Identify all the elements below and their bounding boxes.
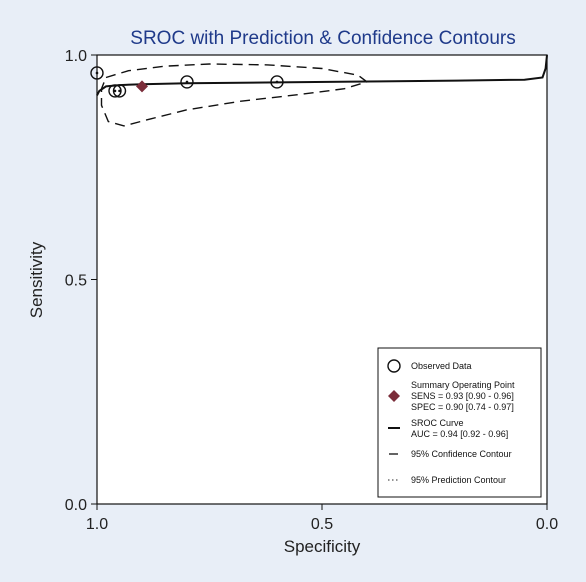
series-layer <box>90 54 548 127</box>
y-tick-label-2: 1.0 <box>65 48 87 65</box>
x-tick-label-2: 0.0 <box>536 516 558 533</box>
chart-title: SROC with Prediction & Confidence Contou… <box>130 28 515 49</box>
y-tick-label-1: 0.5 <box>65 273 87 290</box>
legend-prediction-label: 95% Prediction Contour <box>411 475 506 485</box>
observed-point-0 <box>90 66 104 80</box>
legend-spec-label: SPEC = 0.90 [0.74 - 0.97] <box>411 402 514 412</box>
legend-sens-label: SENS = 0.93 [0.90 - 0.96] <box>411 391 514 401</box>
axis-ticks <box>91 54 548 510</box>
observed-point-4 <box>270 75 284 89</box>
summary-operating-point <box>136 80 148 93</box>
tick-labels: 1.0 0.5 0.0 0.0 0.5 1.0 <box>65 48 558 533</box>
legend-observed-symbol <box>387 359 401 373</box>
legend: Observed Data Summary Operating Point SE… <box>377 347 542 498</box>
observed-point-center-3 <box>185 80 189 84</box>
observed-point-center-4 <box>275 80 279 84</box>
legend-summary-symbol <box>388 390 400 402</box>
legend-confidence-label: 95% Confidence Contour <box>411 449 512 459</box>
observed-point-center-1 <box>113 89 117 93</box>
observed-point-1 <box>108 84 122 98</box>
x-axis-label: Specificity <box>284 537 361 556</box>
legend-box <box>377 347 542 498</box>
observed-point-2 <box>112 84 127 98</box>
x-tick-label-1: 0.5 <box>311 516 333 533</box>
legend-observed-label: Observed Data <box>411 361 472 371</box>
y-axis-label: Sensitivity <box>27 241 46 318</box>
legend-auc-label: AUC = 0.94 [0.92 - 0.96] <box>411 429 508 439</box>
confidence-contour <box>100 63 369 127</box>
y-tick-label-0: 0.0 <box>65 497 87 514</box>
observed-point-3 <box>180 75 194 89</box>
legend-summary-label: Summary Operating Point <box>411 380 515 390</box>
observed-point-center-0 <box>95 71 99 75</box>
x-tick-label-0: 1.0 <box>86 516 108 533</box>
legend-sroc-label: SROC Curve <box>411 418 464 428</box>
observed-point-center-2 <box>118 89 121 93</box>
